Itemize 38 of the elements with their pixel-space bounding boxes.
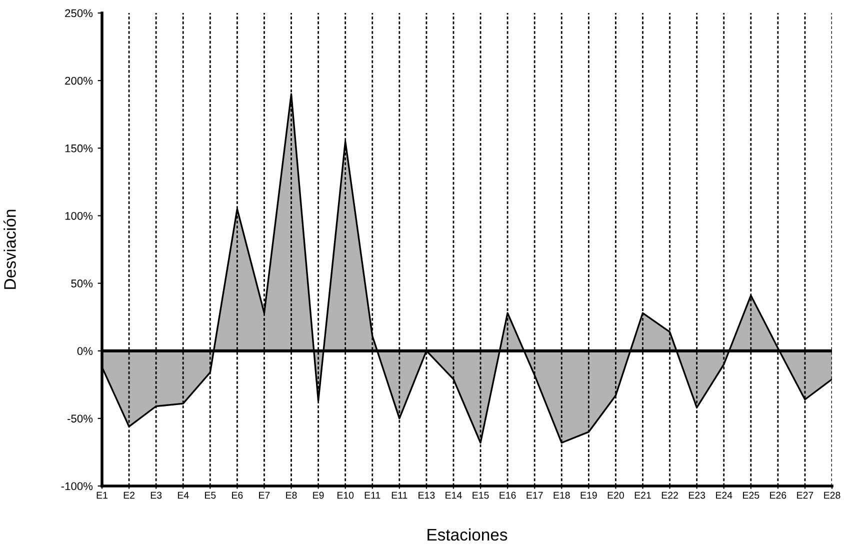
x-tick-label: E19	[580, 492, 597, 499]
x-tick-label: E28	[824, 492, 840, 499]
x-tick-label: E10	[337, 492, 354, 499]
x-tick-label: E20	[608, 492, 624, 499]
x-tick-label: E22	[662, 492, 678, 499]
y-axis-title: Desviación	[3, 210, 16, 289]
x-tick-label: E4	[178, 492, 189, 499]
y-tick-label: 150%	[65, 144, 93, 152]
x-tick-label: E7	[259, 492, 270, 499]
y-tick-label: 50%	[71, 280, 93, 288]
x-tick-label: E18	[554, 492, 570, 499]
x-tick-label: E26	[770, 492, 786, 499]
y-tick-label: 250%	[65, 9, 93, 18]
x-tick-label: E5	[205, 492, 216, 499]
y-tick-label: -50%	[68, 414, 93, 423]
y-tick-label: 100%	[65, 212, 93, 220]
x-tick-label: E21	[634, 492, 651, 499]
x-tick-label: E1	[96, 492, 108, 499]
x-tick-label: E3	[150, 492, 162, 499]
x-tick-label: E15	[472, 492, 489, 499]
y-tick-label: 0%	[77, 347, 93, 355]
x-tick-label: E13	[418, 492, 435, 499]
x-tick-label: E6	[232, 492, 243, 499]
x-tick-label: E23	[688, 492, 706, 499]
x-tick-label: E16	[500, 492, 516, 499]
x-tick-label: E11	[392, 492, 408, 499]
x-tick-label: E2	[124, 492, 134, 499]
x-tick-label: E17	[526, 492, 543, 499]
x-tick-label: E24	[716, 492, 732, 499]
x-tick-label: E25	[743, 492, 760, 499]
x-tick-label: E9	[313, 492, 324, 499]
x-tick-label: E8	[286, 492, 297, 499]
x-tick-label: E11	[364, 492, 380, 499]
x-tick-label: E14	[446, 492, 462, 499]
x-tick-label: E27	[797, 492, 814, 499]
x-axis-title: Estaciones	[428, 528, 508, 541]
y-tick-label: 200%	[65, 76, 93, 85]
y-tick-label: -100%	[61, 482, 93, 490]
